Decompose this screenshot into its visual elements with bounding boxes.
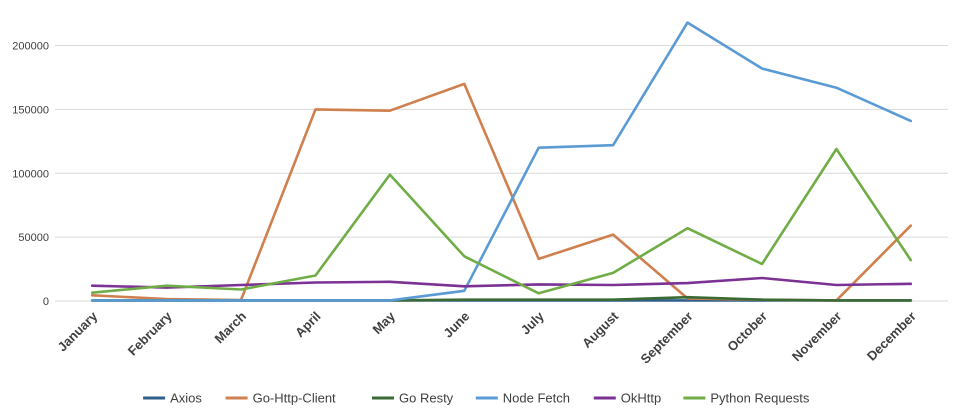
x-tick-label: December (864, 309, 919, 364)
series-line (90, 276, 913, 289)
x-tick-label: April (292, 309, 324, 341)
legend-item: Python Requests (683, 391, 810, 406)
x-tick-label: October (724, 309, 770, 355)
legend-item: Go Resty (372, 391, 454, 406)
series-line (90, 21, 913, 302)
legend-label: Python Requests (710, 391, 810, 406)
y-tick-label: 50000 (18, 232, 49, 244)
series-line (90, 147, 913, 295)
y-tick-label: 0 (43, 296, 49, 308)
legend-item: Go-Http-Client (225, 391, 336, 406)
x-axis-ticks: January February March April May June July Augu… (54, 308, 918, 367)
legend-label: Node Fetch (503, 391, 570, 406)
legend: Axios Go-Http-Client Go Resty Node Fetch OkH… (143, 391, 810, 406)
legend-label: Go-Http-Client (253, 391, 336, 406)
series-line (90, 82, 913, 302)
x-tick-label: March (211, 308, 249, 346)
y-tick-label: 150000 (12, 104, 49, 116)
x-tick-label: November (789, 309, 845, 365)
x-tick-label: July (518, 308, 548, 338)
x-tick-label: September (638, 309, 696, 367)
legend-item: Node Fetch (475, 391, 570, 406)
legend-label: Go Resty (399, 391, 454, 406)
legend-item: OkHttp (593, 391, 661, 406)
y-tick-label: 200000 (12, 41, 49, 53)
x-tick-label: January (54, 308, 100, 354)
legend-label: Axios (170, 391, 202, 406)
y-axis-ticks: 0 50000 100000 150000 200000 (12, 41, 49, 308)
y-tick-label: 100000 (12, 168, 49, 180)
x-tick-label: June (440, 309, 472, 341)
legend-label: OkHttp (621, 391, 661, 406)
legend-item: Axios (143, 391, 202, 406)
x-tick-label: May (370, 308, 399, 337)
x-tick-label: August (579, 308, 622, 351)
series-lines (90, 21, 913, 302)
x-tick-label: February (125, 308, 175, 358)
